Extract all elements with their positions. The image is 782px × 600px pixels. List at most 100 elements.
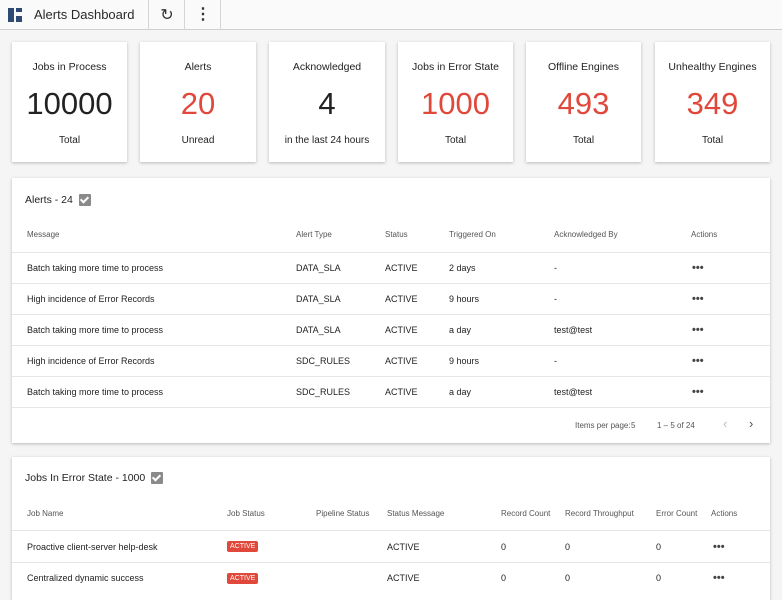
stat-label: Unhealthy Engines [668, 61, 757, 73]
stat-label: Jobs in Error State [412, 61, 499, 73]
alert-triggered-on: 2 days [449, 263, 476, 273]
column-header-job-name[interactable]: Job Name [27, 509, 64, 518]
job-status-badge: ACTIVE [227, 573, 259, 584]
job-status-badge: ACTIVE [227, 541, 259, 552]
column-header-message[interactable]: Message [27, 230, 60, 239]
refresh-icon: ↻ [160, 6, 174, 24]
alert-status: ACTIVE [385, 263, 418, 273]
stat-value: 493 [557, 86, 610, 121]
stat-value: 4 [318, 86, 336, 121]
refresh-button[interactable]: ↻ [149, 0, 186, 30]
stat-value: 349 [686, 86, 739, 121]
job-name[interactable]: Centralized dynamic success [27, 573, 144, 583]
record-throughput: 0 [565, 542, 571, 552]
alert-message: High incidence of Error Records [27, 356, 155, 366]
stat-card-alerts[interactable]: Alerts 20 Unread [140, 42, 256, 162]
next-page-icon[interactable]: › [749, 416, 754, 431]
stat-value: 1000 [421, 86, 490, 121]
items-per-page-select[interactable]: 5 [631, 421, 636, 430]
column-header-job-status[interactable]: Job Status [227, 509, 265, 518]
header-divider [12, 252, 770, 253]
alert-triggered-on: a day [449, 325, 472, 335]
alert-status: ACTIVE [385, 356, 418, 366]
stat-card-acknowledged[interactable]: Acknowledged 4 in the last 24 hours [269, 42, 385, 162]
alert-triggered-on: 9 hours [449, 356, 480, 366]
stat-sub: Total [444, 135, 467, 146]
jobs-error-title: Jobs In Error State - 1000 [25, 472, 164, 484]
alert-message: High incidence of Error Records [27, 294, 155, 304]
row-actions-more-icon[interactable]: ••• [692, 262, 704, 274]
column-header-status-message[interactable]: Status Message [387, 509, 445, 518]
acknowledge-all-icon[interactable] [78, 194, 91, 206]
stat-card-offline-engines[interactable]: Offline Engines 493 Total [526, 42, 641, 162]
app-title-bar: Alerts Dashboard [0, 0, 150, 30]
header-divider [12, 530, 770, 531]
stat-card-unhealthy-engines[interactable]: Unhealthy Engines 349 Total [655, 42, 770, 162]
record-count: 0 [501, 542, 507, 552]
column-header-triggered-on[interactable]: Triggered On [449, 230, 496, 239]
column-header-acknowledged-by[interactable]: Acknowledged By [554, 230, 618, 239]
status-message: ACTIVE [387, 542, 420, 552]
stat-sub: Unread [181, 135, 215, 146]
row-divider [12, 345, 770, 346]
alert-message: Batch taking more time to process [27, 325, 164, 335]
alert-type: DATA_SLA [296, 263, 341, 273]
alert-triggered-on: 9 hours [449, 294, 480, 304]
alert-message: Batch taking more time to process [27, 387, 164, 397]
acknowledge-jobs-icon[interactable] [151, 472, 164, 484]
stat-sub: Total [572, 135, 595, 146]
column-header-pipeline-status[interactable]: Pipeline Status [316, 509, 370, 518]
items-per-page-label: Items per page: [575, 421, 631, 430]
record-count: 0 [501, 573, 507, 583]
stat-sub: in the last 24 hours [284, 135, 370, 146]
alert-acknowledged-by: - [554, 356, 557, 366]
row-actions-more-icon[interactable]: ••• [713, 572, 725, 584]
row-divider [12, 407, 770, 408]
error-count: 0 [656, 542, 662, 552]
row-actions-more-icon[interactable]: ••• [713, 541, 725, 553]
stat-sub: Total [58, 135, 81, 146]
alert-acknowledged-by: - [554, 294, 557, 304]
alert-message: Batch taking more time to process [27, 263, 164, 273]
alert-acknowledged-by: test@test [554, 387, 593, 397]
stat-label: Offline Engines [547, 61, 620, 73]
error-count: 0 [656, 573, 662, 583]
row-actions-more-icon[interactable]: ••• [692, 324, 704, 336]
job-name[interactable]: Proactive client-server help-desk [27, 542, 158, 552]
column-header-record-count[interactable]: Record Count [501, 509, 551, 518]
alert-type: DATA_SLA [296, 294, 341, 304]
row-divider [12, 283, 770, 284]
alert-type: SDC_RULES [296, 387, 351, 397]
jobs-error-panel: Jobs In Error State - 1000 Job Name Job … [12, 457, 770, 600]
column-header-status[interactable]: Status [385, 230, 408, 239]
row-divider [12, 314, 770, 315]
alert-type: DATA_SLA [296, 325, 341, 335]
previous-page-icon[interactable]: ‹ [723, 416, 728, 431]
alerts-panel: Alerts - 24 Message Alert Type Status Tr… [12, 178, 770, 443]
column-header-alert-type[interactable]: Alert Type [296, 230, 332, 239]
record-throughput: 0 [565, 573, 571, 583]
pagination-range: 1 – 5 of 24 [657, 421, 695, 430]
row-actions-more-icon[interactable]: ••• [692, 355, 704, 367]
column-header-record-throughput[interactable]: Record Throughput [565, 509, 634, 518]
top-toolbar: Alerts Dashboard ↻ ⋮ [0, 0, 782, 30]
alert-status: ACTIVE [385, 294, 418, 304]
row-divider [12, 376, 770, 377]
stat-label: Acknowledged [292, 61, 362, 73]
more-vert-icon: ⋮ [194, 5, 211, 23]
alert-type: SDC_RULES [296, 356, 351, 366]
row-divider [12, 562, 770, 563]
column-header-error-count[interactable]: Error Count [656, 509, 698, 518]
stat-card-jobs-in-process[interactable]: Jobs in Process 10000 Total [12, 42, 127, 162]
alert-triggered-on: a day [449, 387, 472, 397]
stat-label: Jobs in Process [32, 61, 107, 73]
more-menu-button[interactable]: ⋮ [185, 0, 222, 30]
alert-status: ACTIVE [385, 387, 418, 397]
dashboard-grid-icon [8, 7, 22, 22]
row-actions-more-icon[interactable]: ••• [692, 293, 704, 305]
stat-label: Alerts [184, 61, 212, 73]
row-actions-more-icon[interactable]: ••• [692, 386, 704, 398]
alert-status: ACTIVE [385, 325, 418, 335]
alerts-title: Alerts - 24 [25, 194, 91, 206]
stat-card-jobs-in-error-state[interactable]: Jobs in Error State 1000 Total [398, 42, 513, 162]
